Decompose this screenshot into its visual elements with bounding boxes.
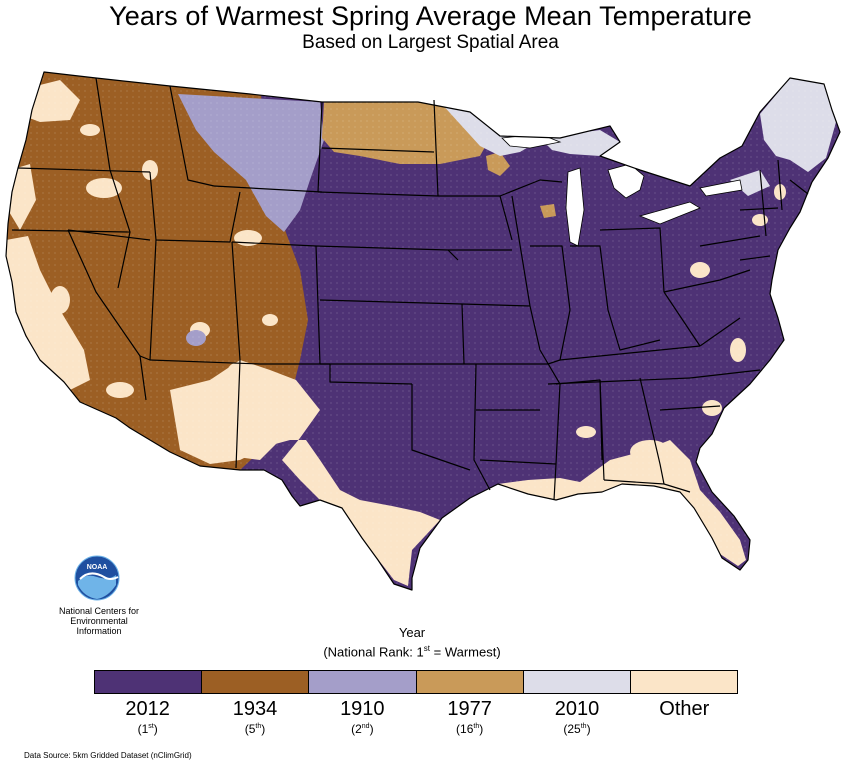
state-borders	[5, 71, 841, 591]
legend-rank-suffix: th	[255, 723, 262, 730]
legend-item-other: Other	[631, 698, 738, 736]
legend-labels: 2012 (1st) 1934 (5th) 1910 (2nd) 1977 (16th) 201…	[94, 698, 738, 736]
legend-rank: (5th)	[244, 722, 266, 736]
legend-rank-number: 2	[355, 722, 362, 736]
legend-rank-number: 1	[141, 722, 149, 736]
legend-item-1934: 1934 (5th)	[201, 698, 308, 736]
legend-color-bar	[94, 670, 738, 694]
map-subtitle: Based on Largest Spatial Area	[302, 32, 559, 53]
data-source: Data Source: 5km Gridded Dataset (nClimG…	[24, 751, 192, 760]
us-temperature-map	[5, 71, 841, 591]
legend-rank-number: 16	[460, 722, 474, 736]
legend-year: Other	[659, 698, 710, 720]
legend-rank-suffix: st	[148, 723, 154, 730]
legend-rank-suffix: th	[473, 723, 480, 730]
legend-year: 1934	[232, 698, 278, 720]
map-title: Years of Warmest Spring Average Mean Tem…	[109, 1, 752, 31]
logo-caption-line3: Information	[76, 626, 122, 636]
legend-swatch-1910	[309, 671, 417, 693]
legend-swatch-other	[630, 671, 738, 693]
legend-item-2010: 2010 (25th)	[523, 698, 630, 736]
logo-caption-line1: National Centers for	[58, 606, 140, 616]
legend-rank-number: 5	[248, 722, 256, 736]
legend-rank-suffix: nd	[361, 723, 370, 730]
rank-sup: st	[423, 644, 430, 653]
legend-rank: (1st)	[137, 722, 158, 736]
legend-rank: (16th)	[456, 722, 484, 736]
logo-caption: National Centers for Environmental Infor…	[44, 606, 154, 636]
logo-caption-line2: Environmental	[70, 616, 128, 626]
noaa-logo: NOAA	[74, 555, 120, 601]
rank-suffix: = Warmest)	[430, 644, 501, 660]
legend-year: 1977	[447, 698, 492, 720]
legend-item-1977: 1977 (16th)	[416, 698, 523, 736]
legend-item-1910: 1910 (2nd)	[309, 698, 416, 736]
legend-rank-suffix: th	[580, 723, 587, 730]
legend-rank: (25th)	[563, 722, 591, 736]
legend-rank: (2nd)	[351, 722, 374, 736]
noaa-logo-text: NOAA	[87, 564, 108, 571]
legend-title: Year	[398, 625, 426, 640]
legend-rank-number: 25	[567, 722, 581, 736]
legend-swatch-1934	[202, 671, 310, 693]
legend-item-2012: 2012 (1st)	[94, 698, 201, 736]
rank-prefix: (National Rank: 1	[323, 644, 424, 660]
legend-swatch-1977	[416, 671, 524, 693]
legend-year: 2012	[125, 698, 170, 720]
legend-swatch-2012	[95, 671, 203, 693]
legend-year: 1910	[340, 698, 385, 720]
legend-year: 2010	[554, 698, 600, 720]
legend-swatch-2010	[523, 671, 631, 693]
legend-rank-note: (National Rank: 1st = Warmest)	[290, 641, 534, 659]
